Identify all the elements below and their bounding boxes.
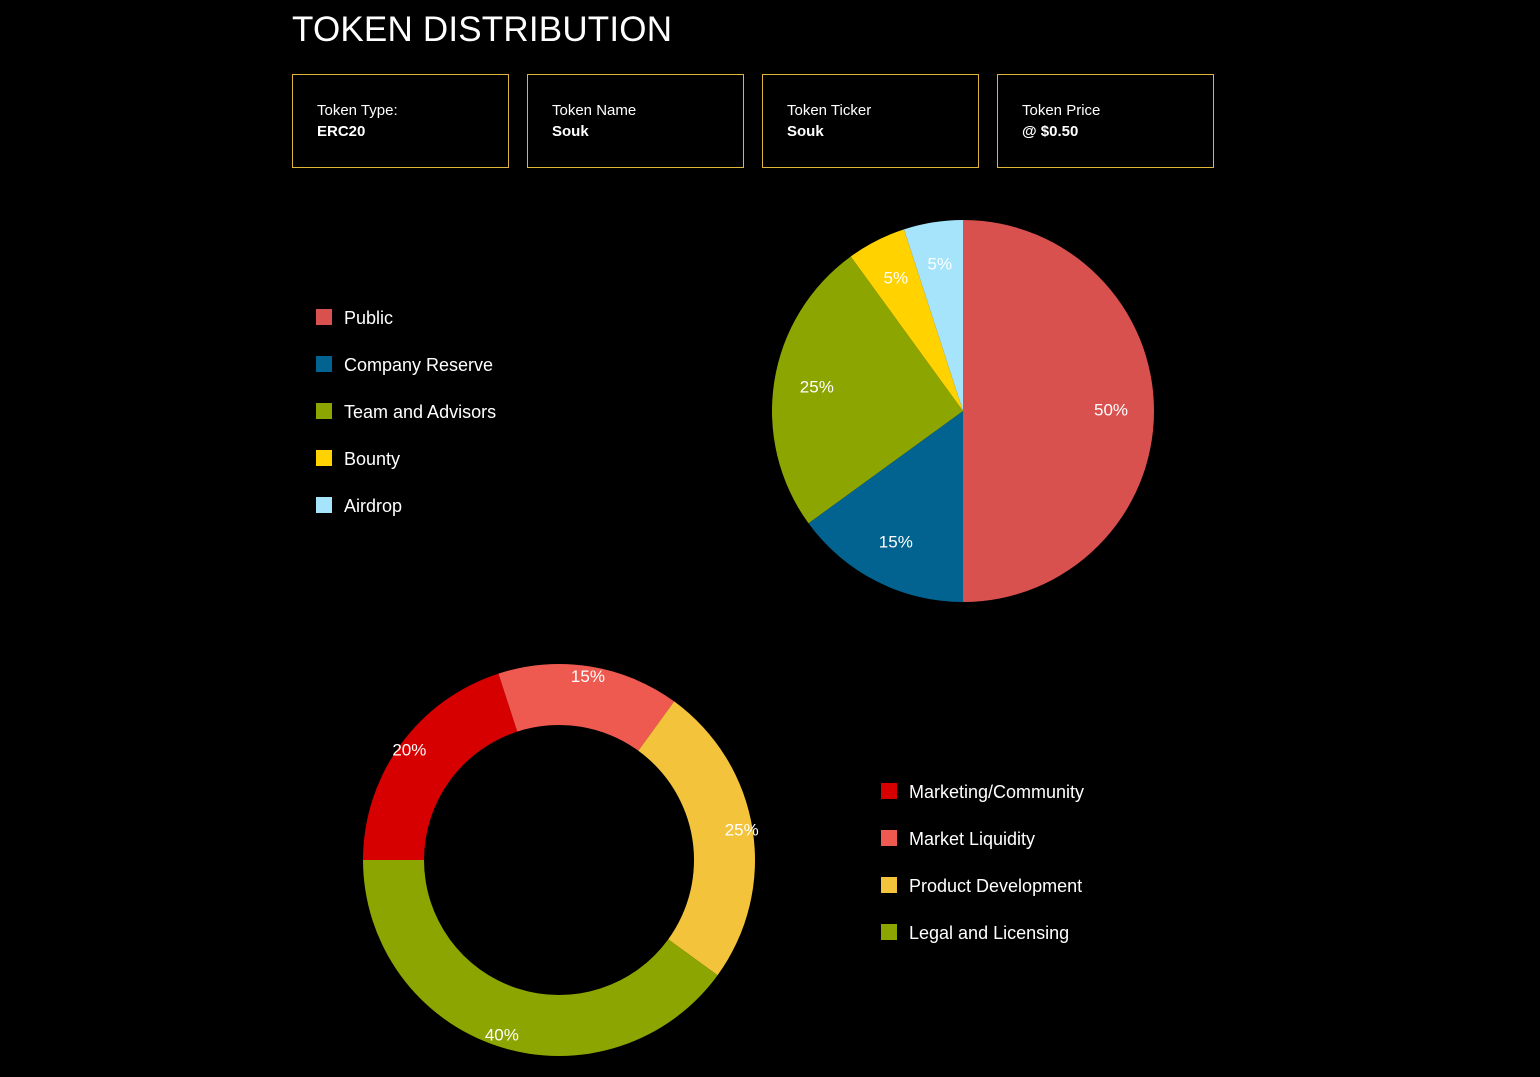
token-distribution-legend: Public Company Reserve Team and Advisors… xyxy=(316,308,496,543)
legend-item-bounty: Bounty xyxy=(316,449,496,496)
slice-public xyxy=(963,220,1154,602)
legend-label: Company Reserve xyxy=(344,355,494,375)
legend-item-airdrop: Airdrop xyxy=(316,496,496,543)
legend-item-product-development: Product Development xyxy=(881,876,1084,923)
legend-item-public: Public xyxy=(316,308,496,355)
legend-swatch xyxy=(316,450,332,466)
token-type-value: ERC20 xyxy=(317,123,366,140)
legend-item-company-reserve: Company Reserve xyxy=(316,355,496,402)
slice-product-development xyxy=(638,701,755,976)
legend-swatch xyxy=(881,924,897,940)
data-label-company-reserve: 15% xyxy=(879,532,913,551)
data-label-bounty: 5% xyxy=(884,269,909,288)
legend-label: Public xyxy=(344,308,394,328)
token-type-label: Token Type: xyxy=(317,102,398,119)
token-price-card: Token Price @ $0.50 xyxy=(997,74,1214,168)
slice-market-liquidity xyxy=(498,664,675,751)
token-name-card: Token Name Souk xyxy=(527,74,744,168)
legend-label: Legal and Licensing xyxy=(909,923,1070,943)
legend-item-marketing-community: Marketing/Community xyxy=(881,782,1084,829)
data-label-market-liquidity: 15% xyxy=(571,667,605,686)
legend-label: Product Development xyxy=(909,876,1083,896)
legend-swatch xyxy=(881,783,897,799)
token-ticker-card: Token Ticker Souk xyxy=(762,74,979,168)
legend-swatch xyxy=(881,830,897,846)
page-title: TOKEN DISTRIBUTION xyxy=(292,10,673,49)
legend-swatch xyxy=(881,877,897,893)
legend-swatch xyxy=(316,356,332,372)
token-name-label: Token Name xyxy=(552,102,637,119)
legend-item-team-and-advisors: Team and Advisors xyxy=(316,402,496,449)
token-type-card: Token Type: ERC20 xyxy=(292,74,509,168)
data-label-airdrop: 5% xyxy=(928,254,953,273)
legend-swatch xyxy=(316,497,332,513)
legend-label: Marketing/Community xyxy=(909,782,1085,802)
token-ticker-label: Token Ticker xyxy=(787,102,872,119)
token-ticker-value: Souk xyxy=(787,123,824,140)
legend-label: Market Liquidity xyxy=(909,829,1036,849)
data-label-team-and-advisors: 25% xyxy=(800,377,834,396)
token-price-label: Token Price xyxy=(1022,102,1101,119)
token-price-value: @ $0.50 xyxy=(1022,123,1079,140)
legend-label: Team and Advisors xyxy=(344,402,497,422)
slice-bounty xyxy=(850,229,963,411)
data-label-marketing-community: 20% xyxy=(392,741,426,760)
legend-swatch xyxy=(316,403,332,419)
legend-swatch xyxy=(316,309,332,325)
legend-label: Airdrop xyxy=(344,496,403,516)
token-name-value: Souk xyxy=(552,123,589,140)
data-label-product-development: 25% xyxy=(725,821,759,840)
slice-legal-and-licensing xyxy=(363,860,718,1056)
slice-company-reserve xyxy=(808,411,963,602)
legend-item-market-liquidity: Market Liquidity xyxy=(881,829,1084,876)
legend-label: Bounty xyxy=(344,449,401,469)
slice-team-and-advisors xyxy=(772,256,963,524)
data-label-legal-and-licensing: 40% xyxy=(485,1025,519,1044)
legend-item-legal-and-licensing: Legal and Licensing xyxy=(881,923,1084,970)
fund-allocation-legend: Marketing/Community Market Liquidity Pro… xyxy=(881,782,1084,970)
slice-marketing-community xyxy=(362,673,518,860)
data-label-public: 50% xyxy=(1094,400,1128,419)
token-distribution-pie: 50% 15% 25% 5% 5% xyxy=(772,220,1154,602)
slice-airdrop xyxy=(903,220,963,411)
fund-allocation-donut: 20% 15% 25% 40% xyxy=(362,664,759,1056)
